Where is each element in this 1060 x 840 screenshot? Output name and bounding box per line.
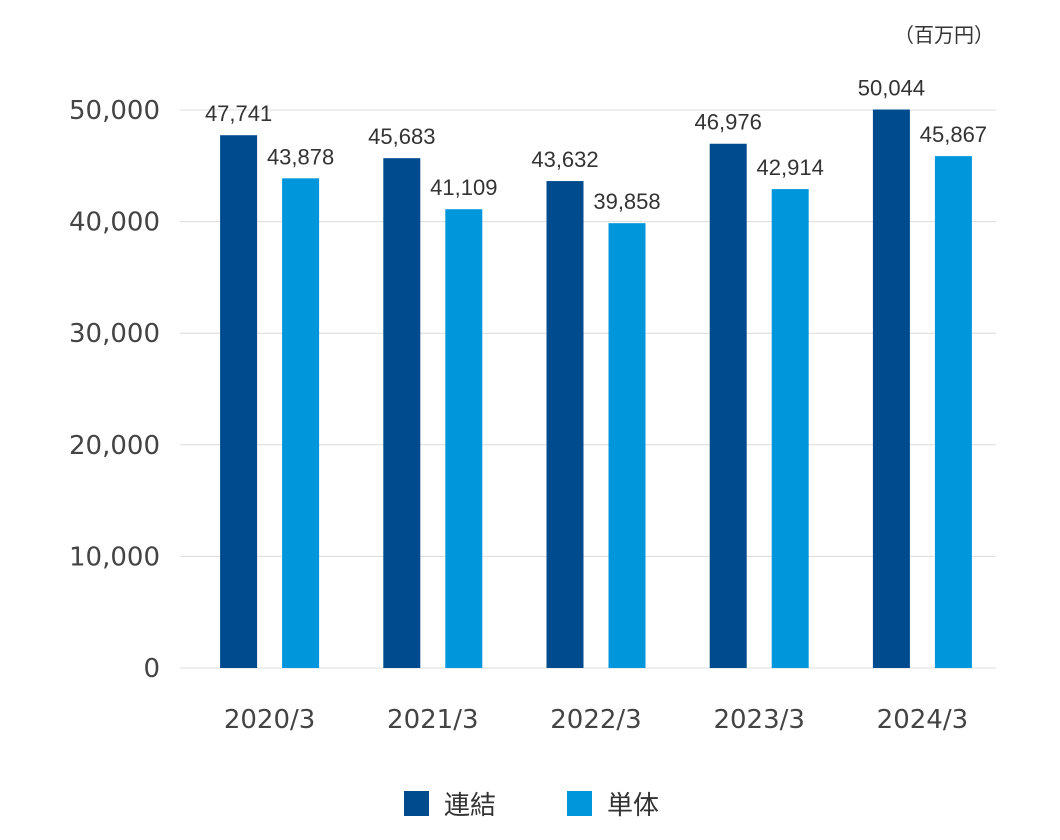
- x-tick-label: 2024/3: [877, 705, 968, 735]
- legend: 連結 単体: [404, 791, 659, 821]
- y-tick-label: 20,000: [69, 431, 160, 461]
- legend-swatch: [567, 791, 592, 816]
- y-tick-label: 0: [143, 654, 160, 684]
- x-tick-label: 2023/3: [713, 705, 804, 735]
- x-tick-label: 2021/3: [387, 705, 478, 735]
- data-labels: 47,741 43,878 45,683 41,109 43,632 39,858 46,9…: [205, 76, 987, 215]
- bar-consolidated: [546, 181, 584, 668]
- y-tick-label: 30,000: [69, 319, 160, 349]
- bar-standalone: [934, 156, 972, 669]
- bar-consolidated: [872, 109, 910, 668]
- data-label: 43,632: [531, 147, 598, 172]
- legend-swatch: [404, 791, 429, 816]
- legend-label: 連結: [444, 791, 496, 821]
- y-axis-ticks: 0 10,000 20,000 30,000 40,000 50,000: [69, 96, 160, 684]
- x-tick-label: 2020/3: [224, 705, 315, 735]
- data-label: 50,044: [858, 76, 925, 101]
- x-axis-ticks: 2020/3 2021/3 2022/3 2023/3 2024/3: [224, 705, 968, 735]
- y-tick-label: 50,000: [69, 96, 160, 126]
- bar-standalone: [608, 223, 646, 668]
- bar-standalone: [282, 178, 320, 668]
- bars: [220, 109, 972, 669]
- bar-consolidated: [709, 143, 747, 669]
- data-label: 46,976: [695, 110, 762, 135]
- data-label: 42,914: [757, 155, 824, 180]
- data-label: 41,109: [430, 175, 497, 200]
- data-label: 45,683: [368, 124, 435, 149]
- data-label: 39,858: [593, 189, 660, 214]
- bar-standalone: [771, 189, 809, 668]
- data-label: 45,867: [920, 122, 987, 147]
- unit-label: （百万円）: [894, 23, 994, 47]
- bar-standalone: [445, 209, 483, 668]
- x-tick-label: 2022/3: [550, 705, 641, 735]
- legend-label: 単体: [607, 791, 659, 821]
- y-tick-label: 40,000: [69, 208, 160, 238]
- data-label: 43,878: [267, 144, 334, 169]
- y-tick-label: 10,000: [69, 542, 160, 572]
- data-label: 47,741: [205, 101, 272, 126]
- bar-consolidated: [220, 135, 258, 668]
- bar-consolidated: [383, 158, 421, 668]
